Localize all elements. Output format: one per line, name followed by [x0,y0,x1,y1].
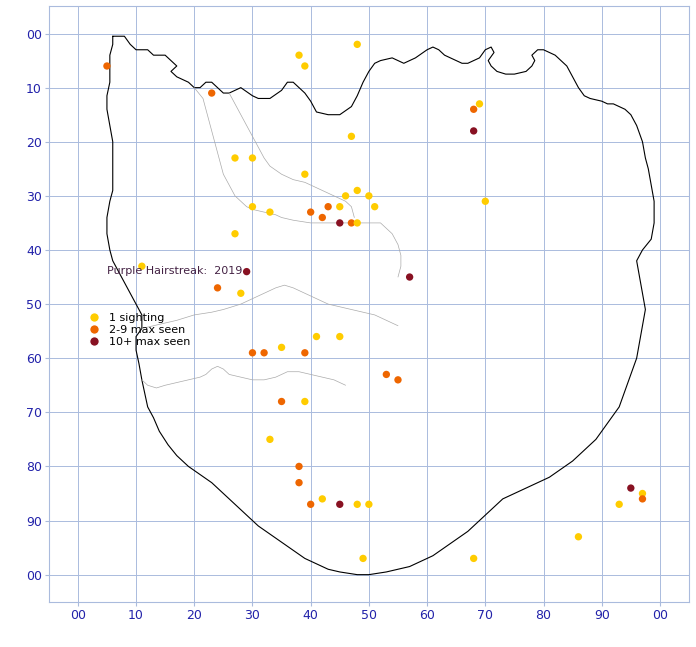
Point [614,499,625,509]
Point [299,169,310,179]
Point [299,347,310,358]
Point [637,494,648,504]
Point [363,499,374,509]
Point [294,477,305,488]
Point [351,499,363,509]
Point [351,218,363,228]
Text: Purple Hairstreak:  2019: Purple Hairstreak: 2019 [107,267,242,276]
Point [480,196,491,206]
Point [351,39,363,50]
Point [334,218,345,228]
Point [276,397,287,407]
Point [369,201,380,212]
Point [299,397,310,407]
Point [276,342,287,353]
Point [346,131,357,142]
Point [317,494,328,504]
Point [637,488,648,499]
Point [264,434,276,444]
Point [136,261,148,271]
Point [235,288,246,298]
Point [404,272,416,282]
Point [358,553,369,564]
Point [247,347,258,358]
Point [474,99,485,109]
Point [230,228,241,239]
Point [241,267,252,277]
Point [322,201,333,212]
Legend: 1 sighting, 2-9 max seen, 10+ max seen: 1 sighting, 2-9 max seen, 10+ max seen [83,313,190,347]
Point [625,483,636,493]
Point [305,499,316,509]
Point [258,347,269,358]
Point [393,375,404,385]
Point [102,61,113,71]
Point [468,126,480,136]
Point [247,201,258,212]
Point [294,50,305,60]
Point [311,331,322,342]
Point [230,153,241,163]
Point [334,499,345,509]
Point [247,153,258,163]
Point [363,191,374,201]
Point [305,207,316,217]
Point [264,207,276,217]
Point [334,201,345,212]
Point [206,88,217,98]
Point [381,369,392,380]
Point [351,185,363,195]
Point [573,532,584,542]
Point [334,331,345,342]
Point [299,61,310,71]
Point [468,553,480,564]
Point [340,191,351,201]
Point [317,212,328,223]
Point [468,104,480,115]
Point [212,283,223,293]
Point [346,218,357,228]
Point [294,461,305,472]
